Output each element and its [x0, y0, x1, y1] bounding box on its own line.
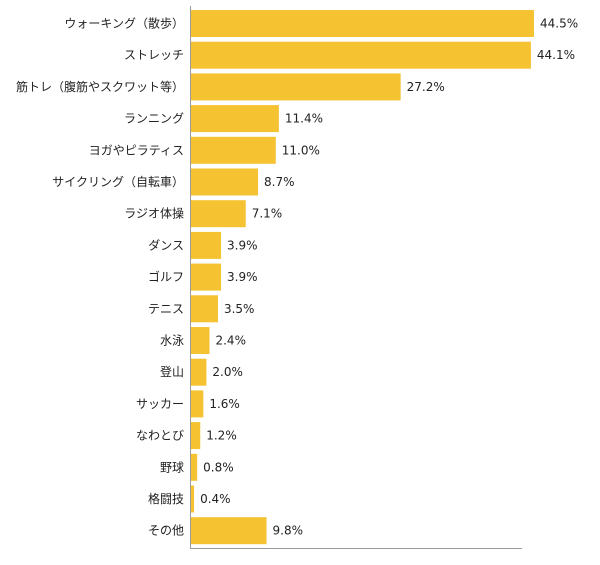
category-label-13: サッカー	[136, 397, 184, 411]
bar-15	[191, 453, 198, 481]
value-labels-group: 44.5% 44.1% 27.2% 11.4% 11.0% 8.7% 7.1% 3.9% 3.9…	[200, 17, 578, 538]
category-label-3: 筋トレ（腹筋やスクワット等）	[16, 79, 184, 94]
category-label-1: ウォーキング（散歩）	[64, 16, 184, 31]
bar-11	[191, 327, 210, 354]
category-label-17: その他	[148, 524, 184, 538]
value-label-7: 7.1%	[252, 207, 282, 221]
category-label-2: ストレッチ	[124, 48, 184, 62]
category-label-4: ランニング	[124, 112, 184, 126]
value-label-1: 44.5%	[540, 17, 578, 31]
value-label-9: 3.9%	[227, 270, 258, 284]
bar-2	[191, 41, 531, 69]
value-label-5: 11.0%	[282, 143, 320, 157]
category-label-16: 格闘技	[148, 491, 184, 506]
bar-17	[191, 517, 267, 545]
category-label-12: 登山	[160, 364, 184, 379]
value-label-4: 11.4%	[285, 112, 323, 126]
bar-4	[191, 105, 279, 133]
value-label-8: 3.9%	[227, 238, 258, 252]
value-label-6: 8.7%	[264, 175, 295, 189]
value-label-3: 27.2%	[407, 80, 445, 94]
category-label-6: サイクリング（自転車）	[52, 175, 184, 189]
category-label-11: 水泳	[160, 334, 184, 348]
bar-7	[191, 200, 246, 228]
category-label-8: ダンス	[148, 237, 184, 252]
bar-13	[191, 390, 204, 418]
bar-6	[191, 168, 259, 196]
category-label-15: 野球	[160, 460, 184, 474]
category-label-9: ゴルフ	[148, 269, 184, 284]
value-label-17: 9.8%	[273, 524, 304, 538]
value-label-2: 44.1%	[537, 48, 575, 62]
bar-3	[191, 73, 401, 101]
category-label-14: なわとび	[136, 429, 184, 443]
bar-10	[191, 295, 218, 323]
category-label-10: テニス	[148, 302, 184, 316]
bars-group	[191, 10, 534, 545]
value-label-16: 0.4%	[200, 492, 231, 506]
bar-9	[191, 263, 222, 291]
bar-5	[191, 136, 276, 164]
value-label-13: 1.6%	[209, 397, 240, 411]
bar-12	[191, 358, 207, 386]
bar-16	[191, 485, 195, 513]
value-label-15: 0.8%	[203, 460, 234, 474]
value-label-11: 2.4%	[215, 334, 246, 348]
category-label-7: ラジオ体操	[124, 206, 184, 221]
category-label-5: ヨガやピラティス	[89, 143, 184, 157]
bar-1	[191, 10, 534, 37]
bar-8	[191, 231, 222, 259]
value-label-12: 2.0%	[212, 365, 243, 379]
value-label-14: 1.2%	[206, 429, 237, 443]
value-label-10: 3.5%	[224, 302, 255, 316]
bar-14	[191, 422, 201, 450]
